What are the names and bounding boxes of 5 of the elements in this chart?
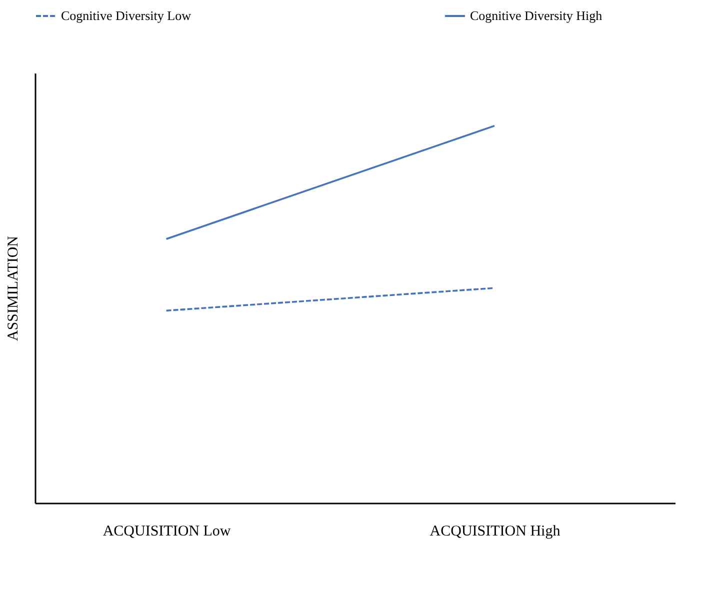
y-axis-title: ASSIMILATION [6, 236, 22, 341]
legend-label: Cognitive Diversity High [470, 8, 603, 23]
x-tick-label: ACQUISITION Low [102, 524, 231, 540]
x-tick-label: ACQUISITION High [430, 524, 561, 540]
legend-label: Cognitive Diversity Low [61, 8, 192, 23]
